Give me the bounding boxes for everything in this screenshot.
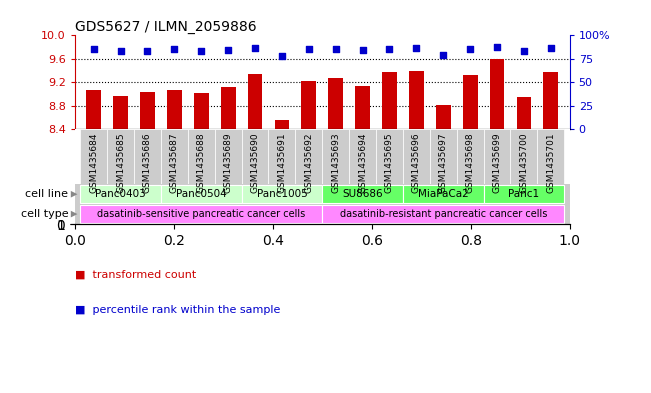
Text: GDS5627 / ILMN_2059886: GDS5627 / ILMN_2059886	[75, 20, 256, 34]
Bar	[349, 129, 376, 184]
Point	[250, 44, 260, 51]
Text: GSM1435689: GSM1435689	[224, 132, 232, 193]
Text: GSM1435685: GSM1435685	[116, 132, 125, 193]
Bar	[403, 129, 430, 184]
Text: dasatinib-resistant pancreatic cancer cells: dasatinib-resistant pancreatic cancer ce…	[340, 209, 547, 219]
Text: GSM1435696: GSM1435696	[412, 132, 421, 193]
Bar	[161, 129, 187, 184]
Bar	[134, 129, 161, 184]
Point	[223, 47, 233, 53]
Text: GSM1435701: GSM1435701	[546, 132, 555, 193]
Bar	[322, 129, 349, 184]
Point	[303, 45, 314, 51]
Text: GSM1435699: GSM1435699	[493, 132, 501, 193]
Bar	[296, 129, 322, 184]
Text: GSM1435692: GSM1435692	[304, 132, 313, 193]
Point	[411, 44, 422, 51]
Text: GSM1435697: GSM1435697	[439, 132, 448, 193]
Text: Panc1: Panc1	[508, 189, 540, 199]
Text: GSM1435700: GSM1435700	[519, 132, 529, 193]
Bar	[382, 72, 397, 129]
Bar	[268, 129, 296, 184]
Bar	[484, 185, 564, 203]
Bar	[247, 73, 262, 129]
Bar	[328, 78, 343, 129]
Point	[519, 48, 529, 55]
Point	[89, 46, 99, 53]
Bar	[355, 86, 370, 129]
Bar	[80, 185, 161, 203]
Point	[196, 48, 206, 55]
Text: cell line: cell line	[25, 189, 68, 199]
Text: GSM1435687: GSM1435687	[170, 132, 179, 193]
Text: ■  transformed count: ■ transformed count	[75, 270, 196, 280]
Bar	[301, 81, 316, 129]
Bar	[322, 185, 403, 203]
Text: ■  percentile rank within the sample: ■ percentile rank within the sample	[75, 305, 280, 316]
Bar	[80, 205, 322, 223]
Bar	[80, 129, 107, 184]
Bar	[516, 97, 531, 129]
Point	[384, 45, 395, 51]
Text: GSM1435694: GSM1435694	[358, 132, 367, 193]
Text: GSM1435693: GSM1435693	[331, 132, 340, 193]
Text: Panc0403: Panc0403	[95, 189, 146, 199]
Text: Panc1005: Panc1005	[256, 189, 307, 199]
Bar	[113, 96, 128, 129]
Bar	[322, 205, 564, 223]
Bar	[376, 129, 403, 184]
Bar	[107, 129, 134, 184]
Text: GSM1435684: GSM1435684	[89, 132, 98, 193]
Point	[465, 45, 475, 51]
Bar	[484, 129, 510, 184]
Text: GSM1435686: GSM1435686	[143, 132, 152, 193]
Point	[331, 45, 341, 51]
Point	[143, 48, 153, 55]
Bar	[187, 129, 215, 184]
Bar	[544, 72, 558, 129]
Bar	[463, 75, 478, 129]
Bar	[242, 185, 322, 203]
Text: Panc0504: Panc0504	[176, 189, 227, 199]
Bar	[215, 129, 242, 184]
Text: GSM1435688: GSM1435688	[197, 132, 206, 193]
Point	[169, 46, 180, 53]
Bar	[161, 185, 242, 203]
Bar	[510, 129, 537, 184]
Point	[438, 52, 449, 58]
Point	[277, 53, 287, 59]
Bar	[403, 185, 484, 203]
Bar	[275, 121, 289, 129]
Text: MiaPaCa2: MiaPaCa2	[418, 189, 469, 199]
Bar	[490, 59, 505, 129]
Bar	[537, 129, 564, 184]
Bar	[87, 90, 101, 129]
Point	[492, 44, 502, 50]
Bar	[430, 129, 457, 184]
Text: cell type: cell type	[21, 209, 68, 219]
Bar	[242, 129, 268, 184]
Point	[357, 47, 368, 53]
Bar	[194, 93, 208, 129]
Text: SU8686: SU8686	[342, 189, 383, 199]
Text: GSM1435690: GSM1435690	[251, 132, 260, 193]
Bar	[140, 92, 155, 129]
Text: GSM1435691: GSM1435691	[277, 132, 286, 193]
Bar	[409, 71, 424, 129]
Text: dasatinib-sensitive pancreatic cancer cells: dasatinib-sensitive pancreatic cancer ce…	[97, 209, 305, 219]
Text: GSM1435695: GSM1435695	[385, 132, 394, 193]
Point	[546, 44, 556, 51]
Text: GSM1435698: GSM1435698	[465, 132, 475, 193]
Bar	[221, 87, 236, 129]
Point	[115, 48, 126, 55]
Bar	[457, 129, 484, 184]
Bar	[167, 90, 182, 129]
Bar	[436, 105, 450, 129]
